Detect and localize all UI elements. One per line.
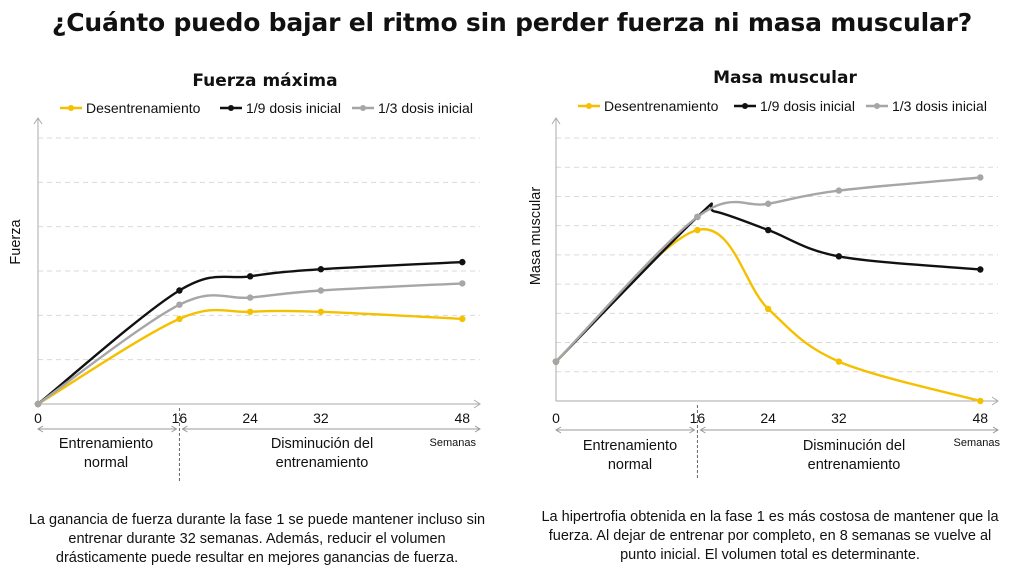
series-desentrenamiento [34, 308, 466, 408]
x-tick-label: 0 [34, 410, 42, 426]
x-tick-label: 48 [973, 410, 989, 426]
series-novena [34, 258, 466, 408]
data-point [977, 174, 984, 181]
x-axis-unit-label: Semanas [430, 437, 477, 449]
data-point [694, 213, 701, 221]
data-point [459, 258, 466, 266]
phase-range: Disminución del entrenamiento [699, 426, 999, 473]
x-tick-label: 48 [455, 410, 471, 426]
chart-title: Masa muscular [713, 68, 857, 88]
data-point [459, 315, 466, 323]
caption-masa: La hipertrofia obtenida en la fase 1 es … [541, 509, 999, 563]
data-point [317, 287, 325, 294]
legend-item: 1/3 dosis inicial [352, 100, 473, 116]
phase-label-line2: entrenamiento [276, 455, 369, 471]
phase-arrow-head-right [689, 426, 696, 434]
chart-masa: Masa muscular Desentrenamiento 1/9 dosis i… [528, 68, 1000, 478]
x-axis-unit-label: Semanas [954, 437, 1001, 449]
page-title: ¿Cuánto puedo bajar el ritmo sin perder … [51, 8, 973, 37]
chart-fuerza: Fuerza máxima Desentrenamiento 1/9 dosis i… [8, 71, 481, 482]
phase-label-line1: Disminución del [271, 436, 373, 452]
data-point [764, 305, 772, 313]
legend-swatch-marker [360, 105, 366, 111]
legend-label: Desentrenamiento [604, 98, 719, 114]
data-point [176, 287, 183, 294]
data-point [317, 308, 325, 315]
phase-arrow-head-left [37, 425, 44, 433]
data-point [176, 315, 183, 323]
data-point [764, 226, 772, 234]
legend-label: Desentrenamiento [86, 100, 201, 116]
series-line [555, 202, 981, 363]
phase-arrow-head-right [474, 425, 481, 433]
y-axis-label: Fuerza [8, 219, 24, 265]
series-tercio [552, 174, 984, 365]
phase-range: Disminución del entrenamiento [181, 425, 481, 471]
series-line [37, 260, 463, 405]
legend-item: 1/3 dosis inicial [866, 98, 987, 114]
x-tick-label: 32 [831, 410, 847, 426]
series-tercio [34, 280, 466, 408]
phase-label-line2: normal [84, 455, 128, 471]
data-point [246, 294, 254, 301]
phase-label-line2: entrenamiento [808, 457, 901, 473]
legend-item: 1/9 dosis inicial [220, 100, 341, 116]
data-point [246, 273, 254, 280]
data-point [176, 301, 183, 308]
legend-label: 1/3 dosis inicial [892, 98, 987, 114]
caption-fuerza: La ganancia de fuerza durante la fase 1 … [28, 512, 486, 566]
x-tick-label: 32 [313, 410, 329, 426]
phase-label-line2: normal [608, 457, 652, 473]
data-point [34, 400, 42, 408]
chart-title: Fuerza máxima [192, 71, 337, 91]
phase-range: Entrenamiento normal [37, 425, 178, 471]
data-point [977, 266, 984, 273]
series-line [555, 176, 981, 363]
data-point [694, 226, 701, 234]
data-point [552, 358, 560, 365]
legend-item: Desentrenamiento [60, 100, 201, 116]
legend-item: 1/9 dosis inicial [734, 98, 855, 114]
legend-swatch-marker [586, 103, 592, 109]
phase-label-line1: Entrenamiento [59, 436, 153, 452]
data-point [317, 266, 325, 273]
data-point [764, 200, 772, 207]
data-point [246, 308, 254, 315]
legend-item: Desentrenamiento [578, 98, 719, 114]
series-desentrenamiento [552, 226, 984, 405]
x-tick-label: 0 [552, 410, 560, 426]
data-point [977, 397, 984, 405]
legend-swatch-marker [874, 103, 880, 109]
y-axis-arrow [33, 117, 43, 125]
x-tick-label: 24 [242, 410, 258, 426]
legend-label: 1/3 dosis inicial [378, 100, 473, 116]
y-axis-arrow [551, 117, 561, 125]
data-point [459, 280, 466, 287]
phase-label-line1: Disminución del [803, 438, 905, 454]
legend-label: 1/9 dosis inicial [246, 100, 341, 116]
legend-swatch-marker [228, 105, 234, 111]
series-line [37, 282, 463, 405]
legend-label: 1/9 dosis inicial [760, 98, 855, 114]
legend-swatch-marker [68, 105, 74, 111]
data-point [835, 253, 843, 260]
phase-arrow-head-right [171, 425, 178, 433]
data-point [835, 187, 843, 194]
phase-label-line1: Entrenamiento [583, 438, 677, 454]
phase-arrow-head-left [555, 426, 562, 434]
y-axis-label: Masa muscular [528, 187, 544, 285]
phase-range: Entrenamiento normal [555, 426, 696, 473]
phase-arrow-head-left [699, 426, 706, 434]
x-axis-arrow [991, 396, 999, 406]
phase-arrow-head-left [181, 425, 188, 433]
x-tick-label: 24 [760, 410, 776, 426]
data-point [835, 358, 843, 365]
phase-arrow-head-right [992, 426, 999, 434]
x-axis-arrow [473, 399, 481, 409]
legend-swatch-marker [742, 103, 748, 109]
